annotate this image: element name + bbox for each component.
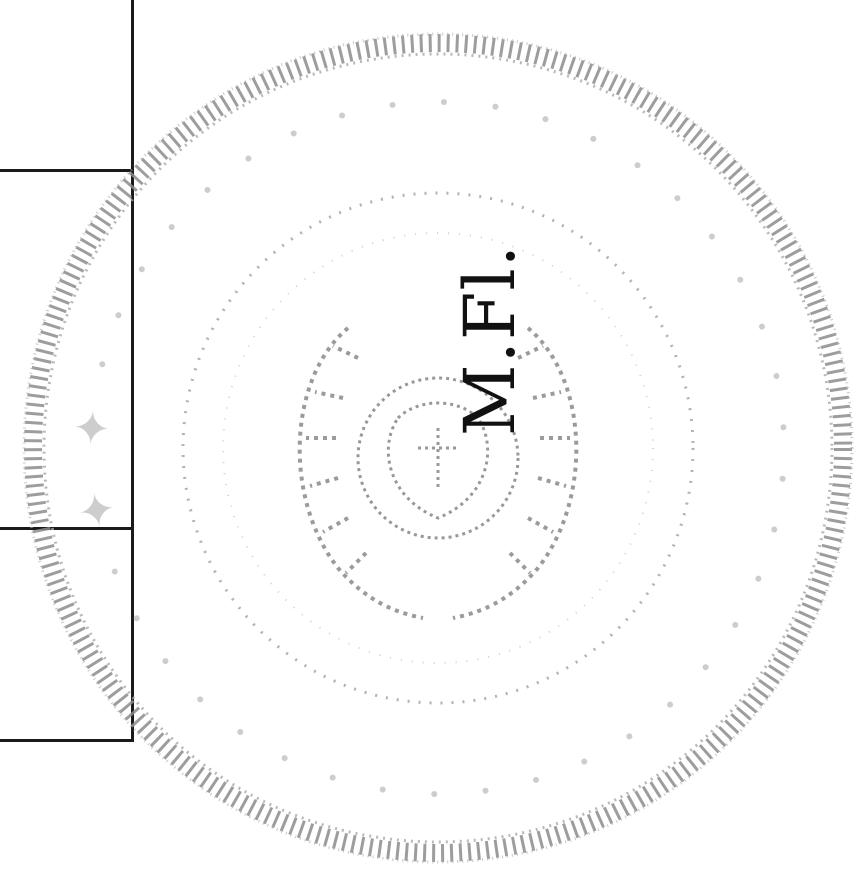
table-border-bottom	[0, 739, 134, 742]
table-border-top	[0, 169, 134, 172]
table-border-vertical	[131, 0, 134, 742]
official-seal: ✦ · · · · · · · · · · · · · · · · · · · …	[18, 28, 858, 868]
table-border-middle	[0, 527, 134, 530]
initials-signature: M.Fl.	[449, 243, 531, 437]
svg-text:✦ · · · · · · · · · · · · · ·: ✦ · · · · · · · · · · · · · · · · · · · …	[64, 75, 811, 821]
